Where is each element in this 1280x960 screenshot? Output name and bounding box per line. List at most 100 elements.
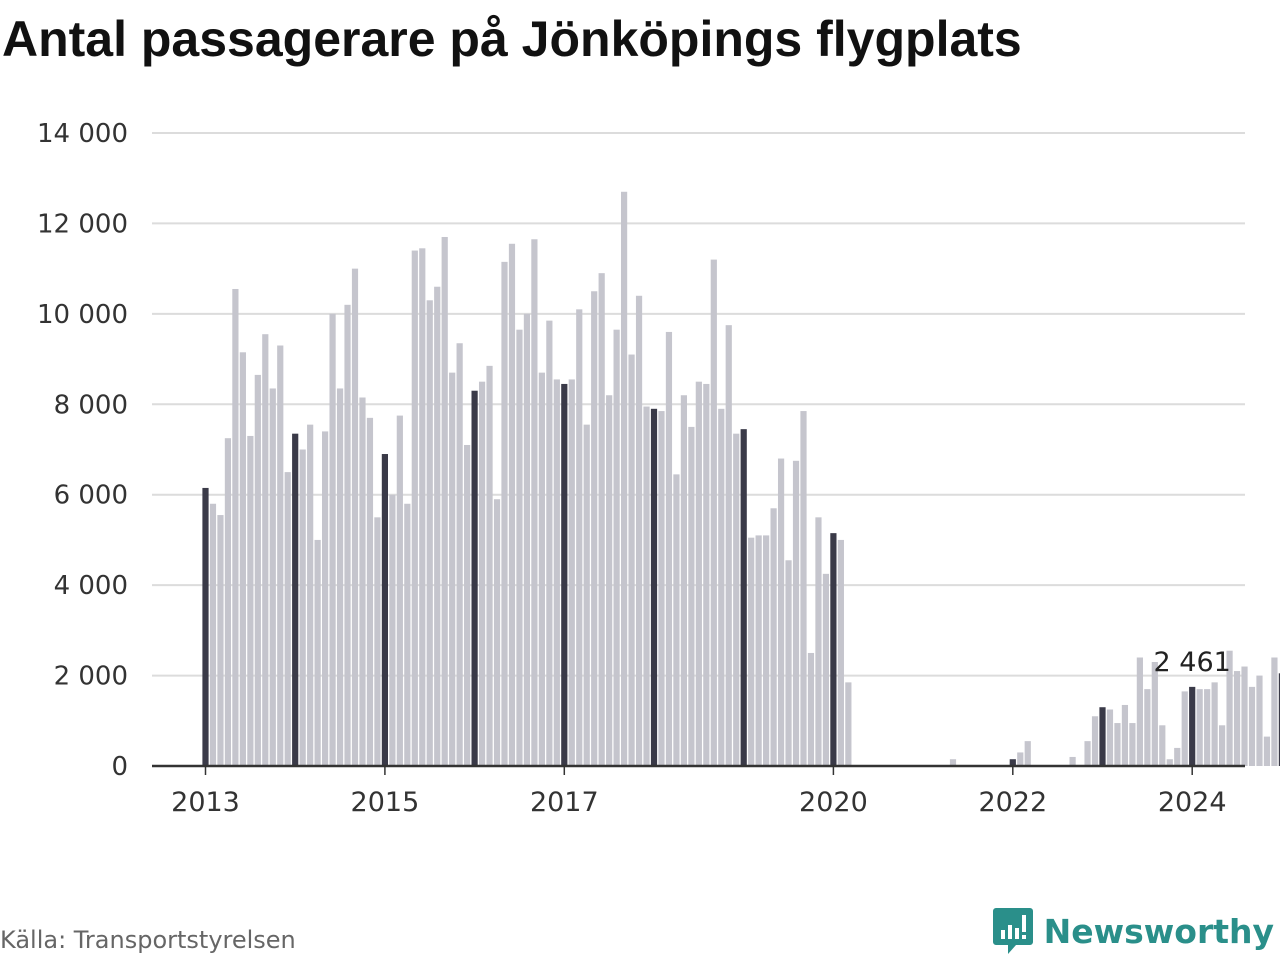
bar [1181, 691, 1188, 766]
latest-value-label: 2 461 [1154, 647, 1231, 678]
bar [710, 259, 717, 766]
bar [807, 652, 815, 766]
newsworthy-logo-icon [992, 908, 1033, 954]
bar [299, 449, 306, 766]
bar [329, 313, 336, 766]
bar [456, 343, 463, 766]
bar [1099, 707, 1106, 766]
bar [1196, 689, 1203, 766]
bar [1121, 704, 1129, 766]
bar [404, 503, 411, 766]
bar [1136, 657, 1143, 766]
bar [725, 325, 732, 766]
bar [673, 474, 680, 766]
bar [748, 537, 755, 766]
source-note: Källa: Transportstyrelsen [0, 926, 296, 954]
x-tick-label: 2013 [171, 787, 240, 818]
bar [419, 248, 426, 766]
x-tick-label: 2020 [799, 787, 868, 818]
x-tick-label: 2024 [1158, 787, 1227, 818]
x-tick-label: 2017 [530, 787, 599, 818]
bar [351, 268, 359, 766]
bar [516, 329, 523, 766]
bar [449, 372, 456, 766]
x-tick-label: 2022 [978, 787, 1047, 818]
x-tick-label: 2015 [351, 787, 420, 818]
bar [613, 329, 620, 766]
bar [688, 426, 695, 766]
bar [1166, 759, 1173, 766]
bar [650, 408, 658, 766]
bar [284, 472, 291, 766]
bar [1106, 709, 1114, 766]
brand-name: Newsworthy [1043, 911, 1274, 951]
bar [1129, 723, 1136, 766]
bar [344, 304, 351, 766]
bar [381, 454, 388, 766]
bar [568, 379, 575, 766]
bar [822, 573, 830, 766]
y-tick-label: 8 000 [54, 390, 128, 420]
bar [598, 273, 605, 766]
bar [217, 515, 224, 766]
bar [1024, 741, 1031, 766]
bar [733, 433, 740, 766]
bar [606, 395, 613, 766]
bar [359, 397, 366, 766]
bar [703, 383, 710, 766]
brand-logo: Newsworthy [992, 906, 1274, 956]
bar [792, 460, 800, 766]
bar [665, 331, 673, 766]
bar [1017, 752, 1024, 766]
bar [1091, 716, 1099, 766]
chart-title: Antal passagerare på Jönköpings flygplat… [2, 11, 1022, 67]
bar [1009, 759, 1016, 766]
bar [471, 390, 478, 766]
bar [561, 383, 568, 766]
bar [658, 411, 665, 766]
bar [830, 533, 837, 766]
bar [493, 499, 501, 766]
bar [576, 309, 583, 766]
bar [247, 435, 254, 766]
bars [202, 191, 1280, 767]
bar [1256, 675, 1263, 766]
bar [209, 503, 217, 766]
bar [478, 381, 486, 766]
bar [1219, 725, 1226, 766]
bar [785, 560, 792, 766]
bar [508, 243, 516, 766]
bar [202, 487, 209, 766]
bar [583, 424, 590, 766]
y-axis-labels: 0 2 000 4 000 6 000 8 000 10 000 12 000 14 000 [37, 119, 128, 782]
bar [1114, 723, 1121, 766]
bar [374, 517, 381, 766]
annotation: 2 461 [1154, 647, 1231, 678]
bar [441, 236, 448, 766]
y-tick-label: 6 000 [54, 481, 128, 511]
bar [239, 352, 246, 766]
bar [411, 250, 418, 767]
bar [1159, 725, 1166, 766]
y-tick-label: 10 000 [37, 300, 128, 330]
bar [501, 261, 508, 766]
bar [1233, 671, 1241, 766]
bar [695, 381, 702, 766]
bar [643, 406, 650, 766]
bar [1241, 666, 1248, 766]
bar [546, 320, 553, 766]
x-axis: 2013 2015 2017 2020 2022 2024 [152, 764, 1245, 818]
bar [224, 438, 232, 766]
bar [426, 300, 433, 766]
bar [269, 388, 276, 766]
bar [591, 291, 598, 766]
bar [800, 411, 807, 766]
bar [1263, 736, 1271, 766]
bar [1174, 747, 1181, 766]
bar [292, 433, 299, 766]
bar [740, 429, 747, 766]
bar [538, 372, 545, 766]
bar [553, 379, 560, 766]
bar [1271, 657, 1278, 766]
bar [628, 354, 635, 766]
